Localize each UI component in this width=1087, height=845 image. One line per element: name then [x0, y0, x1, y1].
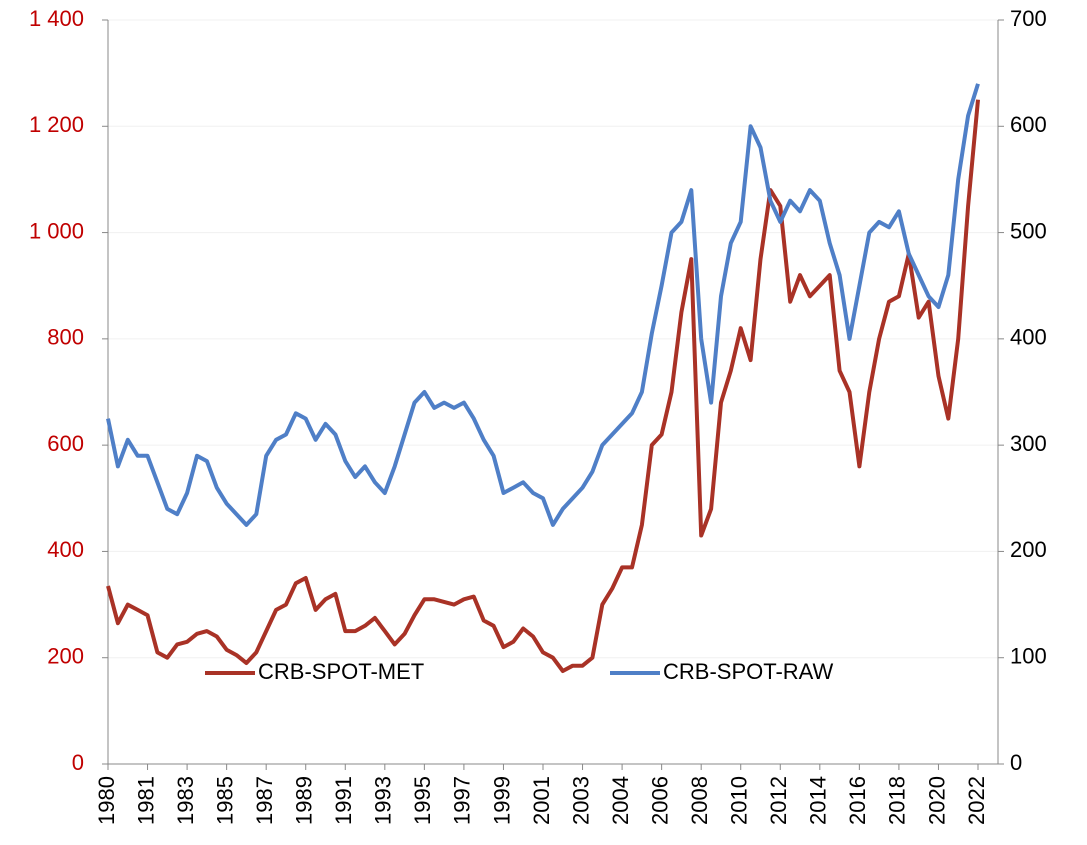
y-tick-label: 1 200	[29, 112, 84, 137]
x-tick-label: 2004	[608, 776, 633, 825]
line-series	[106, 99, 980, 673]
x-tick-label: 2014	[806, 776, 831, 825]
y-tick-label: 1 000	[29, 218, 84, 243]
y-tick-label: 400	[47, 537, 84, 562]
x-tick-label: 2010	[727, 776, 752, 825]
x-tick-label: 1981	[133, 776, 158, 825]
y2-tick-label: 600	[1010, 112, 1047, 137]
x-tick-label: 2012	[766, 776, 791, 825]
x-tick-label: 1997	[450, 776, 475, 825]
x-tick-label: 2022	[964, 776, 989, 825]
y-tick-label: 0	[72, 750, 84, 775]
x-tick-label: 2006	[647, 776, 672, 825]
x-tick-label: 1999	[489, 776, 514, 825]
legend-label: CRB-SPOT-RAW	[663, 659, 834, 684]
y2-tick-label: 100	[1010, 644, 1047, 669]
y2-tick-label: 400	[1010, 325, 1047, 350]
x-tick-label: 1987	[252, 776, 277, 825]
x-tick-label: 2020	[924, 776, 949, 825]
line-series	[106, 83, 980, 527]
x-tick-label: 1985	[212, 776, 237, 825]
x-tick-label: 2003	[568, 776, 593, 825]
x-tick-label: 2018	[885, 776, 910, 825]
legend-label: CRB-SPOT-MET	[258, 659, 424, 684]
y2-tick-label: 700	[1010, 6, 1047, 31]
y2-tick-label: 0	[1010, 750, 1022, 775]
x-tick-label: 1993	[371, 776, 396, 825]
y2-tick-label: 300	[1010, 431, 1047, 456]
x-tick-label: 1991	[331, 776, 356, 825]
y-tick-label: 200	[47, 644, 84, 669]
y2-tick-label: 200	[1010, 537, 1047, 562]
y-tick-label: 800	[47, 325, 84, 350]
y2-tick-label: 500	[1010, 218, 1047, 243]
x-tick-label: 1983	[173, 776, 198, 825]
x-tick-label: 1995	[410, 776, 435, 825]
x-tick-label: 2016	[845, 776, 870, 825]
x-tick-label: 2001	[529, 776, 554, 825]
y-tick-label: 600	[47, 431, 84, 456]
y-tick-label: 1 400	[29, 6, 84, 31]
x-tick-label: 1980	[94, 776, 119, 825]
x-tick-label: 2008	[687, 776, 712, 825]
x-tick-label: 1989	[292, 776, 317, 825]
